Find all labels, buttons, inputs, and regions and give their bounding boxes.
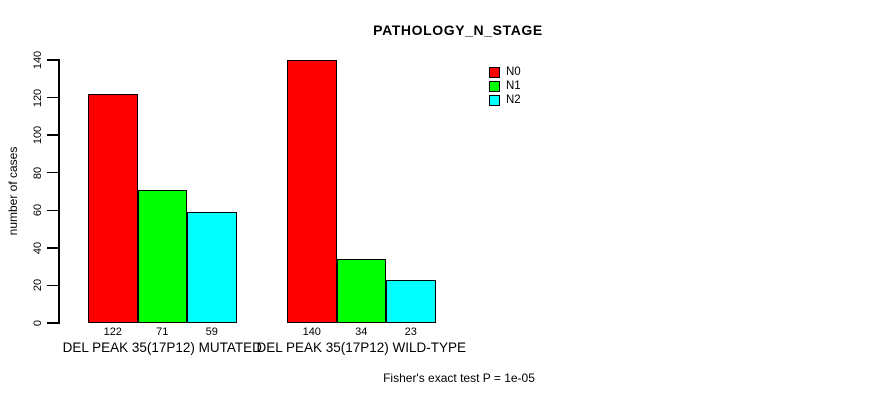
y-axis-tick (47, 171, 58, 174)
legend-swatch-n1 (489, 81, 500, 93)
y-axis-tick (47, 247, 58, 249)
y-axis-tick (47, 96, 58, 99)
bar-n1-group1 (137, 189, 187, 323)
chart-legend: N0 N1 N2 (489, 66, 521, 107)
bar-value-label: 140 (302, 326, 321, 338)
bar-value-label: 34 (355, 326, 368, 338)
y-axis-tick (47, 322, 58, 324)
bar-n2-group1 (187, 212, 237, 323)
legend-swatch-n0 (489, 67, 500, 79)
y-axis-line (58, 59, 60, 324)
group-category-label: DEL PEAK 35(17P12) WILD-TYPE (256, 340, 467, 355)
y-axis-tick-label: 140 (32, 50, 44, 70)
y-axis-tick (47, 59, 58, 61)
y-axis-tick-label: 40 (32, 241, 44, 254)
bar-n0-group2 (287, 60, 337, 323)
legend-swatch-n2 (489, 94, 500, 106)
y-axis-tick-label: 0 (32, 319, 44, 327)
bar-value-label: 23 (404, 326, 417, 338)
bar-n2-group2 (386, 279, 436, 323)
y-axis-tick-label: 60 (32, 204, 44, 217)
bar-n0-group1 (88, 93, 138, 323)
statistical-test-annotation: Fisher's exact test P = 1e-05 (383, 371, 535, 385)
y-axis-label: number of cases (6, 146, 20, 236)
y-axis-tick (47, 134, 58, 136)
bar-n1-group2 (336, 259, 386, 323)
legend-label: N0 (506, 66, 521, 79)
chart-title: PATHOLOGY_N_STAGE (373, 22, 543, 38)
legend-row-n0: N0 (489, 66, 521, 80)
y-axis-tick-label: 80 (32, 166, 44, 179)
legend-label: N1 (506, 80, 521, 93)
legend-row-n1: N1 (489, 80, 521, 94)
y-axis-tick (47, 209, 58, 212)
bar-value-label: 71 (156, 326, 169, 338)
y-axis-tick-label: 100 (32, 125, 44, 145)
bar-value-label: 122 (103, 326, 122, 338)
bar-value-label: 59 (205, 326, 218, 338)
y-axis-tick (47, 284, 58, 287)
y-axis-tick-label: 20 (32, 279, 44, 292)
group-category-label: DEL PEAK 35(17P12) MUTATED (62, 340, 262, 355)
y-axis-tick-label: 120 (32, 88, 44, 107)
legend-row-n2: N2 (489, 93, 521, 107)
legend-label: N2 (506, 93, 521, 106)
